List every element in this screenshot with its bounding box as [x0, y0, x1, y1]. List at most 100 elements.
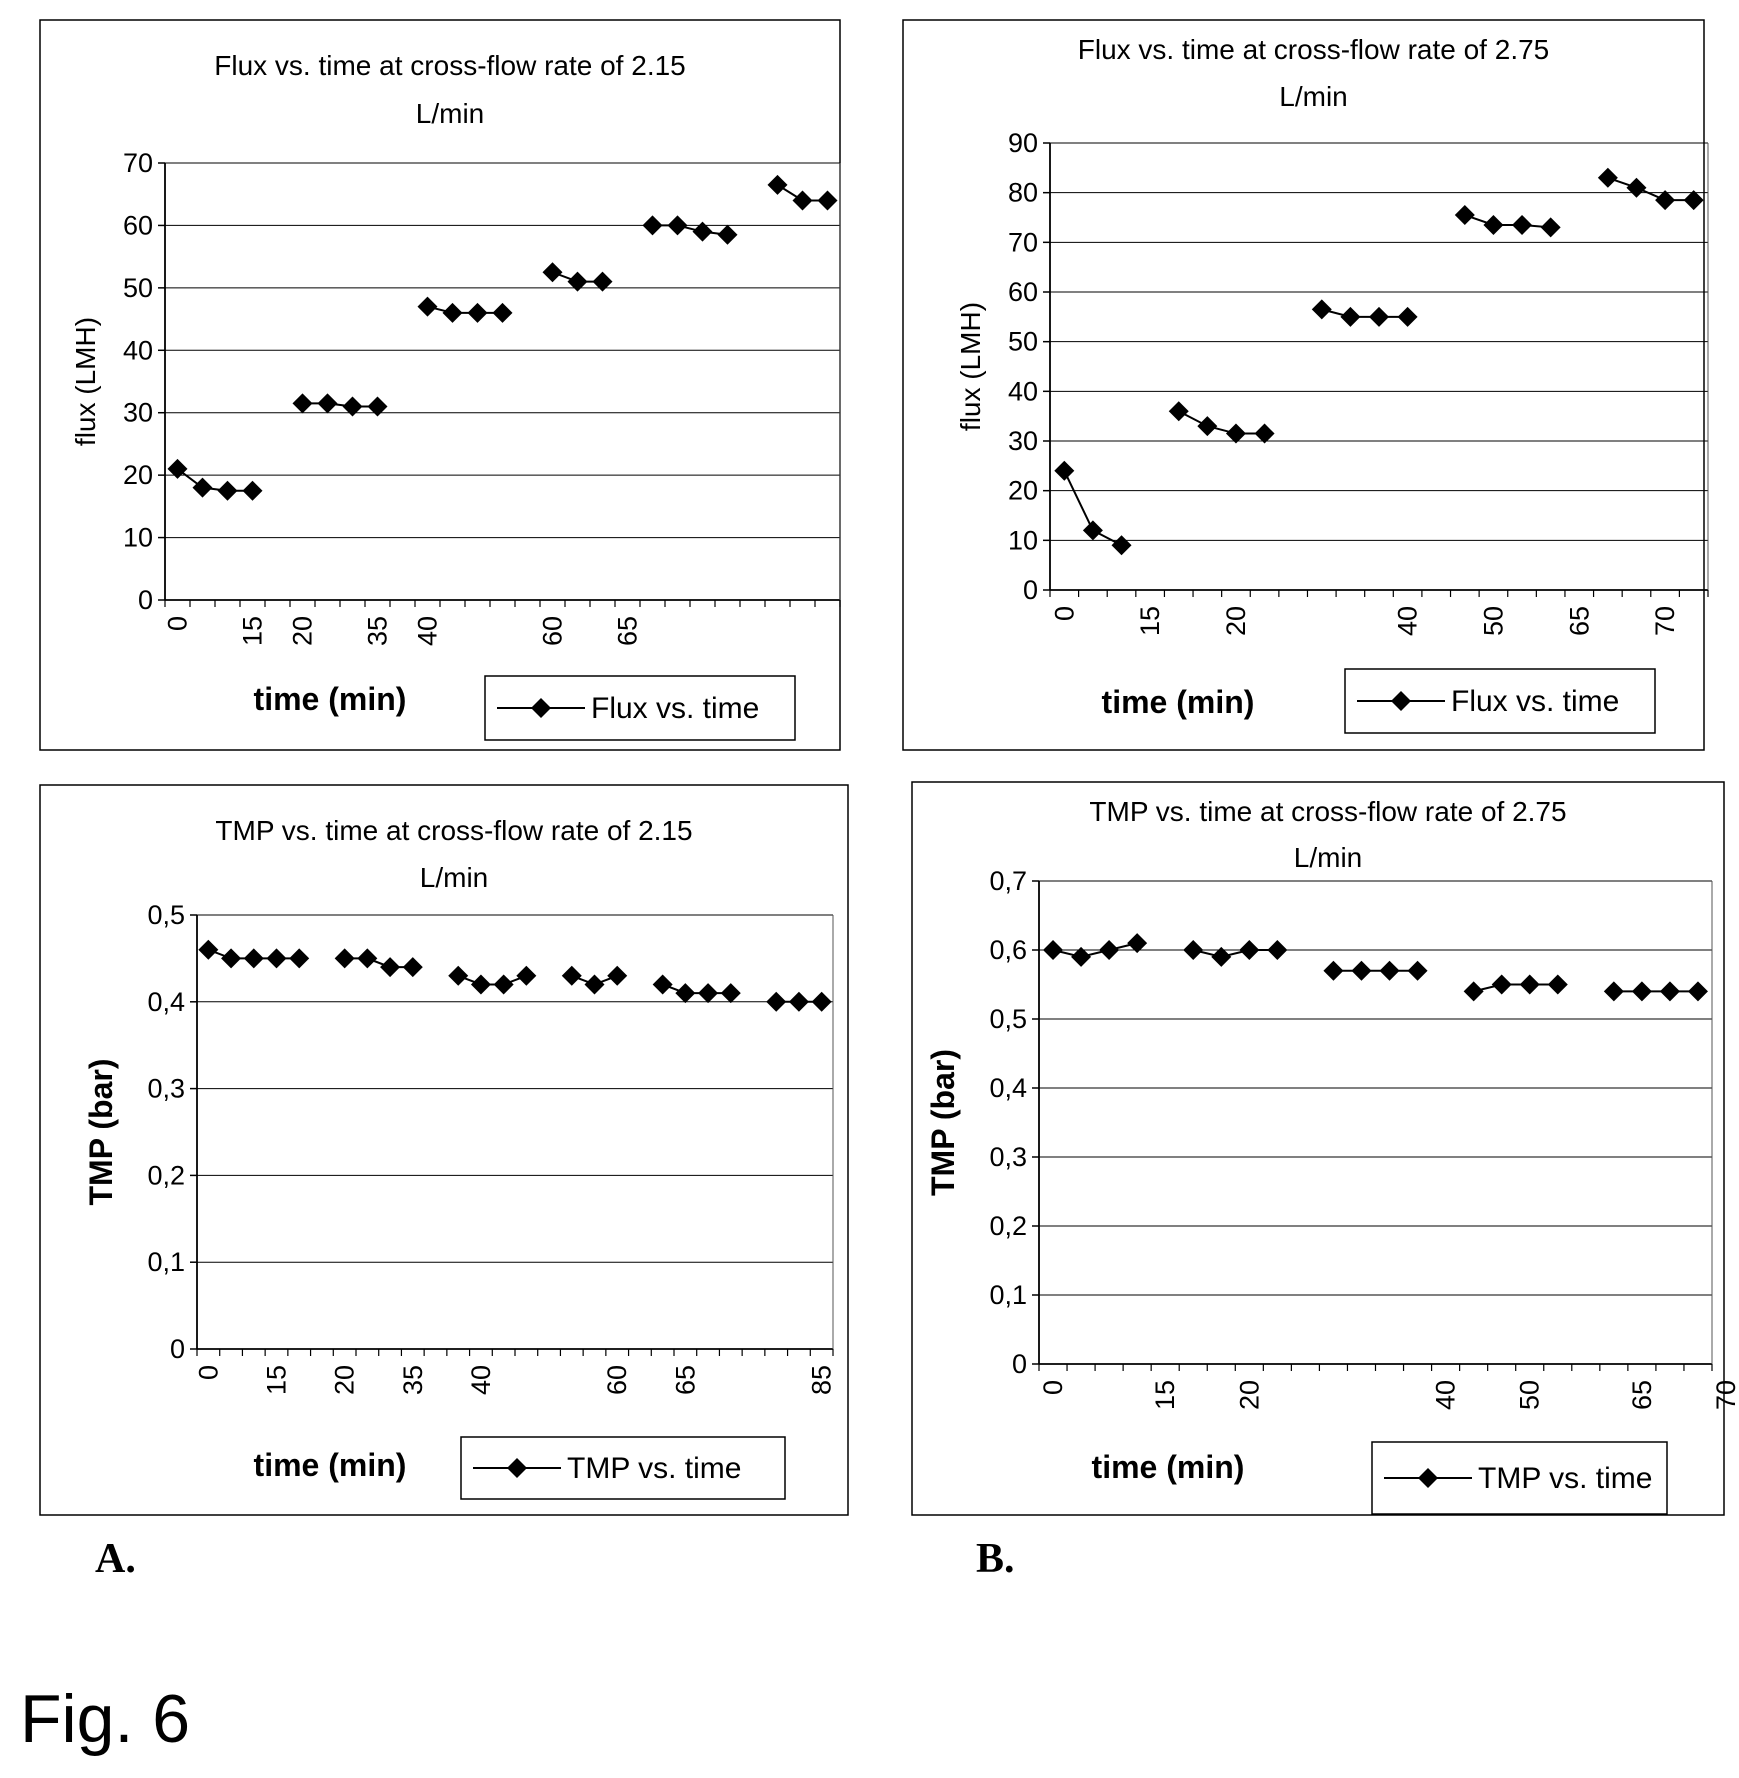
data-point: [243, 948, 264, 969]
data-point: [1407, 960, 1428, 981]
y-tick-label: 60: [123, 210, 153, 240]
data-point: [367, 396, 388, 417]
y-axis-label: TMP (bar): [925, 1049, 961, 1196]
x-tick-label: 70: [1650, 606, 1680, 636]
data-point: [1054, 460, 1075, 481]
data-point: [1463, 981, 1484, 1002]
panel-label-a: A.: [95, 1536, 136, 1582]
x-tick-label: 35: [398, 1365, 428, 1395]
data-point: [1197, 416, 1218, 437]
y-tick-label: 0,5: [147, 900, 185, 930]
data-point: [442, 302, 463, 323]
legend-marker: [1391, 691, 1411, 711]
data-point: [675, 983, 696, 1004]
data-point: [1043, 940, 1064, 960]
chart-frame: [39, 19, 841, 751]
y-tick-label: 0,1: [147, 1247, 185, 1277]
chart-title: TMP vs. time at cross-flow rate of 2.15: [215, 815, 692, 846]
x-tick-label: 65: [1627, 1380, 1657, 1410]
chart-frame: [39, 784, 849, 1516]
series-line: [1192, 949, 1278, 958]
data-point: [1597, 167, 1618, 188]
data-point: [242, 480, 263, 501]
y-tick-label: 0: [1023, 575, 1038, 605]
data-point: [767, 174, 788, 195]
x-tick-label: 0: [193, 1365, 223, 1380]
y-tick-label: 10: [1008, 525, 1038, 555]
series-line: [1464, 214, 1551, 229]
data-point: [1111, 535, 1132, 556]
data-point: [1519, 974, 1540, 995]
series-line: [302, 402, 378, 408]
legend-marker: [1418, 1468, 1438, 1488]
data-point: [1311, 299, 1332, 320]
data-point: [192, 477, 213, 498]
x-axis-label: time (min): [254, 681, 407, 717]
x-tick-label: 20: [1234, 1380, 1264, 1410]
data-point: [1225, 423, 1246, 444]
x-tick-label: 60: [538, 616, 568, 646]
data-point: [1340, 306, 1361, 327]
data-point: [1483, 214, 1504, 235]
data-point: [493, 974, 514, 995]
data-point: [1603, 981, 1624, 1002]
x-tick-label: 15: [238, 616, 268, 646]
y-tick-label: 0,1: [989, 1280, 1027, 1310]
chart-2: Flux vs. time at cross-flow rate of 2.75…: [902, 19, 1709, 751]
data-point: [417, 296, 438, 317]
data-point: [217, 480, 238, 501]
data-point: [167, 458, 188, 479]
data-point: [289, 948, 310, 969]
data-point: [1659, 981, 1680, 1002]
data-point: [221, 948, 242, 969]
legend-marker: [507, 1458, 527, 1478]
y-tick-label: 40: [123, 335, 153, 365]
data-point: [592, 271, 613, 292]
legend-marker: [531, 698, 551, 718]
data-point: [1082, 520, 1103, 541]
chart-title: L/min: [1294, 842, 1362, 873]
data-point: [1254, 423, 1275, 444]
y-tick-label: 20: [123, 460, 153, 490]
y-tick-label: 0: [170, 1334, 185, 1364]
y-tick-label: 0,4: [147, 987, 185, 1017]
data-point: [266, 948, 287, 969]
data-point: [1683, 190, 1704, 211]
data-point: [1351, 960, 1372, 981]
chart-title: L/min: [1279, 81, 1347, 112]
data-point: [1369, 306, 1389, 327]
chart-title: Flux vs. time at cross-flow rate of 2.15: [214, 50, 686, 81]
y-tick-label: 30: [123, 398, 153, 428]
legend-label: Flux vs. time: [1451, 685, 1619, 718]
data-point: [1127, 933, 1148, 954]
data-point: [1626, 177, 1647, 198]
data-point: [1547, 974, 1568, 995]
y-tick-label: 0,5: [989, 1004, 1027, 1034]
data-point: [357, 948, 378, 969]
y-axis-label: flux (LMH): [955, 302, 986, 431]
y-tick-label: 60: [1008, 277, 1038, 307]
y-tick-label: 40: [1008, 376, 1038, 406]
x-tick-label: 40: [1431, 1380, 1461, 1410]
chart-title: Flux vs. time at cross-flow rate of 2.75: [1078, 34, 1550, 65]
legend-label: TMP vs. time: [567, 1452, 741, 1485]
series-line: [427, 305, 503, 314]
data-point: [198, 939, 219, 960]
y-tick-label: 0,4: [989, 1073, 1027, 1103]
data-point: [317, 393, 338, 414]
data-point: [1491, 974, 1512, 995]
y-tick-label: 50: [123, 273, 153, 303]
y-tick-label: 50: [1008, 327, 1038, 357]
legend-label: Flux vs. time: [591, 692, 759, 725]
series-line: [1321, 308, 1408, 318]
data-point: [380, 957, 401, 978]
data-point: [1687, 981, 1708, 1002]
data-point: [720, 983, 741, 1004]
y-tick-label: 0,3: [147, 1074, 185, 1104]
legend-label: TMP vs. time: [1478, 1462, 1652, 1495]
y-tick-label: 0: [1012, 1349, 1027, 1379]
data-point: [542, 262, 563, 283]
y-tick-label: 10: [123, 523, 153, 553]
y-tick-label: 0,2: [989, 1211, 1027, 1241]
x-tick-label: 60: [602, 1365, 632, 1395]
